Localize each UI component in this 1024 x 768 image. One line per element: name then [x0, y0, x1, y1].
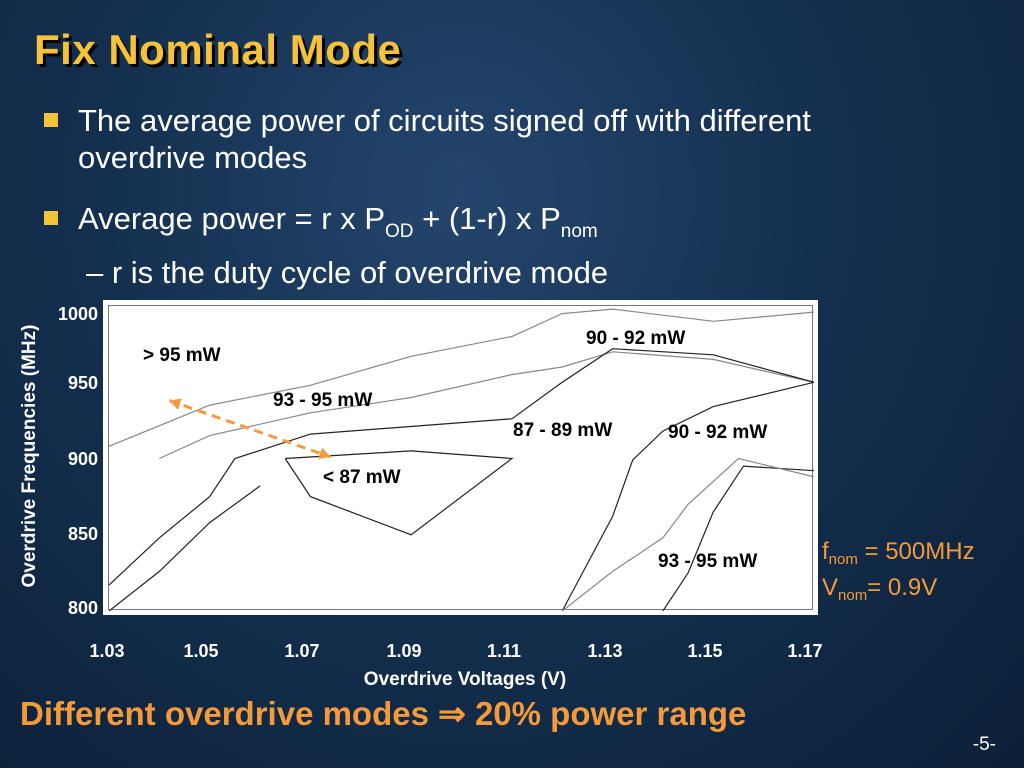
region-label: < 87 mW — [323, 467, 401, 488]
region-label: 93 - 95 mW — [273, 390, 373, 411]
slide-title: Fix Nominal Mode — [34, 26, 402, 73]
region-label: 90 - 92 mW — [668, 422, 768, 443]
contour-line-c8 — [284, 450, 514, 536]
bullet-text: The average power of circuits signed off… — [78, 103, 811, 175]
x-tick-label: 1.11 — [486, 641, 522, 661]
x-tick-label: 1.09 — [386, 641, 422, 661]
contour-line-c2 — [159, 351, 814, 460]
bullet-average-power: The average power of circuits signed off… — [44, 102, 938, 176]
arrow-head-end — [318, 447, 331, 460]
page-number: -5- — [972, 734, 996, 755]
x-tick-label: 1.15 — [687, 641, 723, 661]
y-tick-label: 900 — [67, 449, 98, 469]
y-tick-label: 950 — [67, 373, 98, 393]
contour-chart: > 95 mW 93 - 95 mW 90 - 92 mW 87 - 89 mW… — [103, 300, 818, 615]
x-tick-label: 1.17 — [787, 641, 823, 661]
x-tick-label: 1.07 — [284, 641, 320, 661]
region-label: > 95 mW — [143, 345, 221, 366]
contour-line-c1 — [109, 308, 814, 447]
contour-line-c4 — [109, 485, 261, 611]
conclusion-text: Different overdrive modes ⇒ 20% power ra… — [20, 695, 747, 732]
contour-lines — [109, 308, 814, 611]
contour-line-c5 — [561, 381, 814, 611]
y-tick-label: 1000 — [57, 304, 98, 324]
x-tick-label: 1.03 — [89, 641, 125, 661]
x-tick-label: 1.13 — [587, 641, 623, 661]
formula-sub-od: OD — [385, 221, 414, 242]
bullet-square-icon — [44, 113, 58, 127]
contour-line-c3 — [109, 348, 814, 586]
contour-line-c7 — [561, 457, 814, 611]
bullet-square-icon — [44, 211, 58, 225]
sub-bullet-duty-cycle: – r is the duty cycle of overdrive mode — [86, 255, 609, 290]
bullet-formula: Average power = r x POD + (1-r) x Pnom — [44, 200, 598, 242]
f-nom-note: fnom = 500MHz — [822, 538, 975, 568]
x-tick-label: 1.05 — [183, 641, 219, 661]
y-axis-label: Overdrive Frequencies (MHz) — [19, 324, 40, 588]
region-label: 93 - 95 mW — [658, 551, 758, 572]
y-tick-label: 850 — [67, 524, 98, 544]
v-nom-note: Vnom= 0.9V — [822, 574, 938, 604]
plot-area — [108, 305, 814, 611]
region-label: 87 - 89 mW — [513, 420, 613, 441]
arrow-head-start — [169, 398, 182, 410]
formula-sub-nom: nom — [560, 221, 598, 242]
range-arrow — [168, 399, 332, 459]
x-axis-label: Overdrive Voltages (V) — [363, 669, 567, 690]
y-tick-label: 800 — [67, 598, 98, 618]
contour-line-c6 — [662, 465, 814, 611]
formula-main: Average power = r x P — [78, 201, 386, 236]
formula-mid: + (1-r) x P — [413, 201, 561, 236]
region-label: 90 - 92 mW — [586, 328, 686, 349]
